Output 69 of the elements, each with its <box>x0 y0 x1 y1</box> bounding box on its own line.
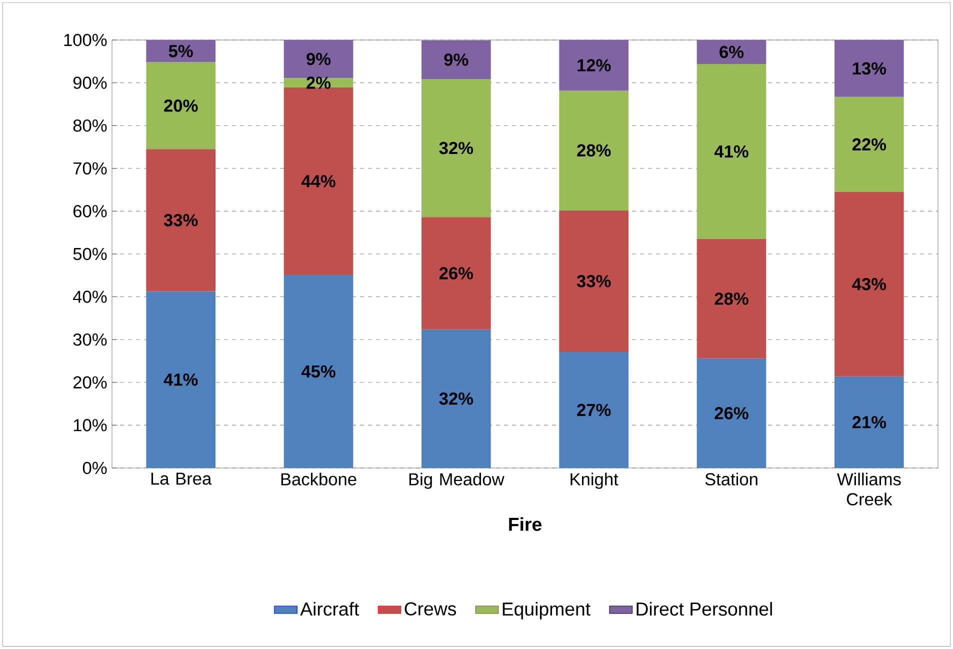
data-label: 28% <box>577 144 611 157</box>
y-tick-label: 100% <box>64 34 107 46</box>
data-label: 13% <box>852 62 886 75</box>
data-label: 21% <box>852 416 886 428</box>
y-tick-label: 30% <box>73 333 107 346</box>
data-label: 43% <box>852 278 886 290</box>
bar <box>284 274 354 468</box>
data-label: 6% <box>720 46 744 58</box>
x-tick-label: Backbone <box>281 472 356 486</box>
bar <box>146 62 216 150</box>
y-tick-label: 90% <box>73 76 107 89</box>
bar <box>146 149 216 292</box>
data-label: 9% <box>444 54 468 66</box>
legend-label: Crews <box>404 602 456 616</box>
data-label: 26% <box>714 407 748 420</box>
bar <box>422 329 491 468</box>
legend-label: Aircraft <box>300 602 360 616</box>
x-tick-label: Big Meadow <box>409 472 504 489</box>
data-label: 32% <box>439 142 474 154</box>
legend-label: Equipment <box>502 602 590 620</box>
bar <box>834 192 904 376</box>
bar <box>696 358 766 468</box>
bar <box>696 64 766 240</box>
data-label: 45% <box>301 365 336 378</box>
bar <box>146 291 216 468</box>
x-tick-label: Williams Creek <box>836 472 901 506</box>
data-label: 28% <box>714 292 748 305</box>
bar <box>834 40 904 97</box>
bar <box>559 40 628 90</box>
bar <box>284 40 354 78</box>
bar <box>284 87 354 275</box>
data-label: 5% <box>168 45 193 58</box>
y-tick-label: 50% <box>73 248 107 260</box>
bar <box>834 376 904 468</box>
legend-label: Direct Personnel <box>636 602 772 616</box>
data-label: 32% <box>439 392 474 405</box>
bar <box>559 352 628 468</box>
data-label: 22% <box>852 138 886 151</box>
bar <box>559 210 628 352</box>
bar <box>559 90 628 210</box>
data-label: 41% <box>714 145 748 158</box>
data-label: 20% <box>164 100 198 112</box>
y-tick-label: 10% <box>74 419 107 432</box>
x-tick-label: Knight <box>570 472 618 489</box>
y-tick-label: 80% <box>73 119 107 132</box>
bar <box>422 78 491 218</box>
data-label: 27% <box>577 404 611 416</box>
data-label: 44% <box>301 175 336 188</box>
bar <box>422 217 491 330</box>
bar <box>834 96 904 192</box>
bar <box>696 40 766 64</box>
y-tick-label: 60% <box>73 205 107 218</box>
bar <box>696 239 766 358</box>
y-tick-label: 70% <box>74 162 107 175</box>
data-label: 41% <box>164 373 198 386</box>
y-tick-label: 0% <box>82 462 107 474</box>
bar <box>146 40 216 62</box>
y-tick-label: 20% <box>73 376 107 389</box>
data-label: 9% <box>306 52 331 66</box>
data-label: 2% <box>306 76 331 89</box>
x-tick-label: Station <box>705 472 758 486</box>
data-label: 26% <box>439 267 474 280</box>
data-label: 33% <box>576 275 611 288</box>
data-label: 33% <box>164 214 198 226</box>
x-tick-label: La Brea <box>151 472 212 485</box>
bar <box>422 40 491 79</box>
data-label: 12% <box>578 59 611 72</box>
x-axis-title: Fire <box>509 517 542 531</box>
y-tick-label: 40% <box>73 290 107 303</box>
